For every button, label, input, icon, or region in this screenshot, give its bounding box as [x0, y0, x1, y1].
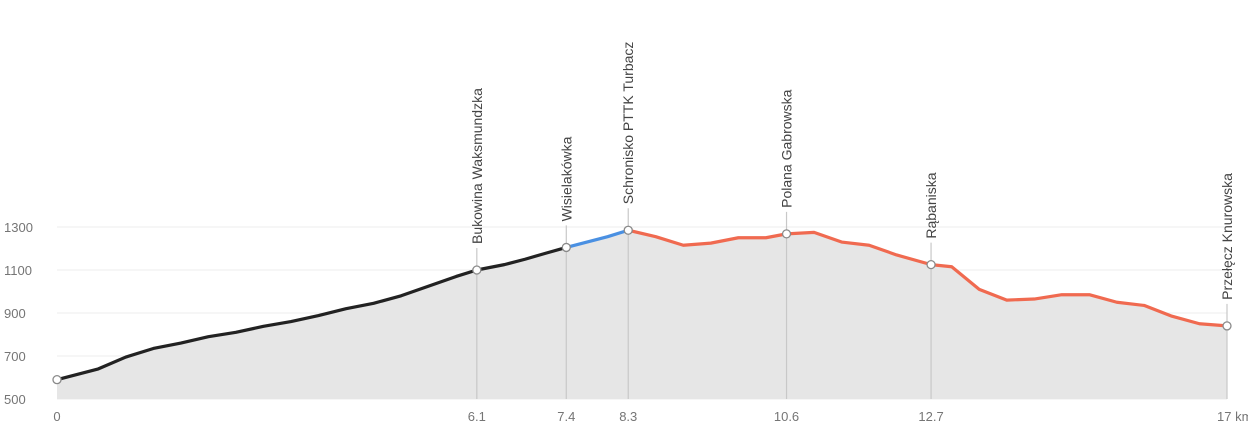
x-tick-label: 10.6 [774, 409, 799, 423]
waypoint-marker [1222, 321, 1232, 331]
x-tick-label: 17 km [1217, 409, 1248, 423]
waypoint-label: Bukowina Waksmundzka [469, 88, 485, 244]
y-tick-label: 1300 [4, 220, 33, 235]
y-tick-label: 900 [4, 306, 26, 321]
waypoint-label: Przełęcz Knurowska [1219, 173, 1235, 300]
waypoint-marker [781, 229, 792, 239]
x-tick-label: 6.1 [468, 409, 486, 423]
x-tick-label: 12.7 [918, 409, 943, 423]
y-tick-label: 1100 [4, 263, 32, 278]
waypoint-label: Wisielakówka [558, 136, 574, 221]
elevation-fill [57, 230, 1227, 399]
waypoint-markers [52, 225, 1232, 385]
elevation-line-segment [564, 228, 630, 250]
x-tick-label: 8.3 [619, 409, 637, 423]
waypoint-label: Schronisko PTTK Turbacz [620, 42, 636, 205]
waypoint-marker [472, 265, 482, 275]
waypoint-marker [561, 242, 571, 253]
waypoint-marker [926, 259, 936, 270]
y-tick-label: 700 [4, 349, 26, 364]
labels: 500 700 900 1100 1300 0 6.1 7.4 8.3 10.6 12.7 17 km… [4, 42, 1248, 423]
elevation-line-segment [55, 245, 568, 382]
x-tick-label: 7.4 [557, 409, 575, 423]
waypoint-label: Rąbaniska [923, 172, 939, 238]
elevation-area [57, 230, 1227, 399]
waypoint-marker [52, 374, 62, 385]
y-tick-label: 500 [4, 392, 26, 407]
waypoint-marker [623, 225, 633, 235]
waypoint-label: Polana Gabrowska [779, 89, 795, 208]
x-tick-label: 0 [53, 409, 60, 423]
